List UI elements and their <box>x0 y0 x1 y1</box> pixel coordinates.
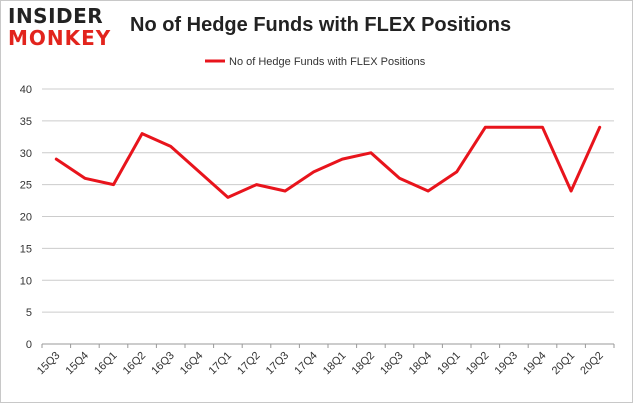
x-axis-ticks: 15Q3 15Q4 16Q1 16Q2 16Q3 16Q4 17Q1 17Q2 17Q3 17Q4… <box>35 344 615 378</box>
y-tick-label: 5 <box>26 307 32 319</box>
legend: No of Hedge Funds with FLEX Positions <box>205 56 426 68</box>
y-tick-label: 15 <box>20 243 32 255</box>
data-point <box>369 151 372 154</box>
y-tick-label: 40 <box>20 84 32 96</box>
data-point <box>598 126 601 129</box>
y-tick-label: 20 <box>20 212 32 224</box>
y-tick-label: 35 <box>20 116 32 128</box>
insider-monkey-logo: INSIDER MONKEY <box>8 6 120 48</box>
data-point <box>255 183 258 186</box>
logo-line-2: MONKEY <box>8 26 112 50</box>
series-layer <box>54 125 602 199</box>
x-tick-label: 17Q1 <box>206 350 234 378</box>
y-tick-label: 25 <box>20 180 32 192</box>
x-tick-label: 19Q4 <box>521 350 549 378</box>
x-tick-label: 20Q1 <box>550 350 578 378</box>
x-tick-label: 16Q1 <box>92 350 120 378</box>
data-point <box>341 158 344 161</box>
data-point <box>112 183 115 186</box>
x-tick-label: 16Q3 <box>149 350 177 378</box>
x-tick-label: 19Q1 <box>435 350 463 378</box>
chart-title: No of Hedge Funds with FLEX Positions <box>130 14 512 36</box>
x-tick-label: 16Q2 <box>121 350 149 378</box>
x-tick-label: 18Q4 <box>407 350 435 378</box>
x-tick-label: 19Q2 <box>464 350 492 378</box>
x-tick-label: 16Q4 <box>178 350 206 378</box>
x-tick-label: 20Q2 <box>578 350 606 378</box>
data-point <box>55 158 58 161</box>
data-point <box>141 132 144 135</box>
x-tick-label: 19Q3 <box>492 350 520 378</box>
data-point <box>169 145 172 148</box>
data-point <box>512 126 515 129</box>
x-tick-label: 17Q2 <box>235 350 263 378</box>
data-point <box>83 177 86 180</box>
y-tick-label: 30 <box>20 148 32 160</box>
y-tick-label: 10 <box>20 275 32 287</box>
x-tick-label: 18Q2 <box>349 350 377 378</box>
legend-label: No of Hedge Funds with FLEX Positions <box>229 56 426 68</box>
x-tick-label: 15Q3 <box>35 350 63 378</box>
data-point <box>312 170 315 173</box>
logo-line-1: INSIDER <box>8 4 104 28</box>
data-point <box>570 190 573 192</box>
gridlines <box>42 88 614 313</box>
data-point <box>284 190 287 192</box>
data-point <box>455 170 458 173</box>
x-tick-label: 17Q3 <box>264 350 292 378</box>
data-point <box>226 196 229 199</box>
data-point <box>541 126 544 129</box>
x-tick-label: 17Q4 <box>292 350 320 378</box>
data-point <box>398 177 401 180</box>
y-axis-ticks: 0 5 10 15 20 25 30 35 40 <box>20 84 32 351</box>
data-point <box>484 126 487 129</box>
x-tick-label: 15Q4 <box>63 350 91 378</box>
y-tick-label: 0 <box>26 339 32 351</box>
data-point <box>198 170 201 173</box>
x-tick-label: 18Q3 <box>378 350 406 378</box>
data-point <box>427 190 430 192</box>
x-tick-label: 18Q1 <box>321 350 349 378</box>
series-line <box>54 125 602 199</box>
